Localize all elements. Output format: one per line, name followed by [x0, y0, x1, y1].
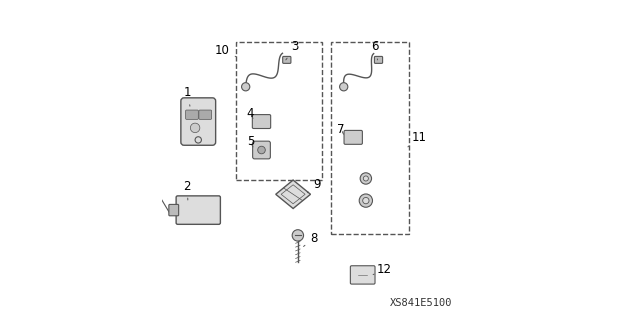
Bar [236, 42, 321, 180]
Circle shape [190, 123, 200, 133]
FancyBboxPatch shape [283, 56, 291, 63]
Text: 1: 1 [184, 86, 191, 106]
FancyBboxPatch shape [374, 56, 383, 63]
FancyBboxPatch shape [176, 196, 220, 224]
Circle shape [340, 83, 348, 91]
Text: 7: 7 [337, 122, 345, 136]
Text: 12: 12 [373, 263, 392, 276]
FancyBboxPatch shape [169, 204, 179, 216]
Polygon shape [276, 180, 310, 209]
Bar [331, 42, 408, 234]
Text: 8: 8 [303, 232, 317, 247]
Circle shape [363, 197, 369, 204]
Text: 11: 11 [408, 130, 427, 147]
Circle shape [241, 83, 250, 91]
Circle shape [258, 146, 266, 154]
Text: XS841E5100: XS841E5100 [390, 298, 453, 308]
Text: 5: 5 [246, 135, 254, 148]
Text: 6: 6 [372, 41, 379, 60]
Circle shape [364, 176, 369, 181]
Circle shape [359, 194, 372, 207]
FancyBboxPatch shape [350, 266, 375, 284]
FancyBboxPatch shape [186, 110, 198, 119]
Circle shape [292, 230, 303, 241]
Text: 9: 9 [307, 178, 321, 193]
Text: 2: 2 [184, 180, 191, 200]
FancyBboxPatch shape [199, 110, 212, 119]
Text: 10: 10 [215, 44, 236, 57]
FancyBboxPatch shape [181, 98, 216, 145]
Circle shape [360, 173, 372, 184]
FancyBboxPatch shape [344, 130, 362, 144]
FancyBboxPatch shape [252, 115, 271, 129]
FancyBboxPatch shape [253, 141, 270, 159]
Text: 4: 4 [246, 107, 254, 120]
Text: 3: 3 [286, 41, 299, 60]
